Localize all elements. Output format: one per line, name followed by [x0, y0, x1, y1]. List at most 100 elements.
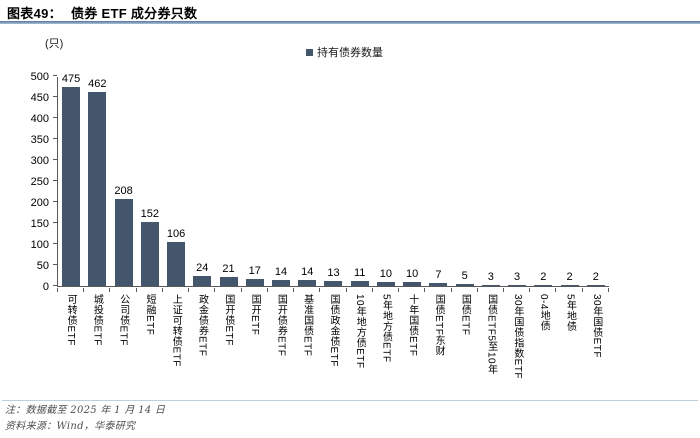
bar-column: 106 [163, 77, 189, 286]
bar [324, 280, 343, 286]
x-tick-mark [583, 288, 609, 292]
bar-value-label: 462 [88, 78, 107, 90]
y-tick-label: 400 [30, 113, 49, 125]
bar-column: 475 [58, 73, 84, 286]
x-tick-mark [268, 288, 295, 292]
x-tick-mark [425, 288, 452, 292]
bar-value-label: 2 [540, 271, 547, 284]
bar [167, 241, 186, 286]
figure-number: 图表49： [7, 6, 62, 21]
x-tick-mark [452, 288, 478, 292]
bar [193, 275, 212, 286]
bar [586, 285, 605, 286]
bar-value-label: 2 [566, 271, 573, 284]
bar-value-label: 3 [487, 270, 494, 283]
bar [534, 285, 553, 286]
bar-column: 2 [530, 77, 556, 286]
x-tick-mark [137, 288, 163, 292]
y-tick-mark [53, 75, 57, 76]
bars-row: 475 462 208 152 106 24 21 17 14 14 13 11 10 10 7 5 3 3 2 2 2 [58, 73, 609, 286]
bar-column: 24 [189, 77, 215, 286]
y-tick-label: 50 [36, 260, 49, 272]
bar-column: 17 [242, 77, 268, 286]
y-axis-labels: 0 50 100 150 200 250 300 350 400 450 500 [0, 71, 49, 293]
y-tick-mark [53, 243, 57, 244]
bar [350, 281, 369, 286]
x-category-label: 十年国债ETF [406, 294, 418, 357]
x-category-label: 10年地方债ETF [354, 294, 366, 369]
bar [298, 280, 317, 286]
figure-title-text: 债券 ETF 成分券只数 [70, 6, 198, 21]
bar-value-label: 10 [379, 267, 393, 280]
bar [88, 92, 107, 286]
bar-value-label: 7 [435, 269, 442, 282]
bar-value-label: 106 [166, 227, 186, 240]
y-tick-label: 250 [30, 176, 49, 188]
x-category-label: 国债ETF东财 [433, 294, 445, 357]
x-tick-mark [556, 288, 583, 292]
y-tick-label: 500 [30, 71, 49, 83]
bar-column: 11 [347, 77, 373, 286]
x-tick-mark [373, 288, 400, 292]
bar-column: 2 [583, 77, 609, 286]
x-category-label: 可转债ETF [65, 294, 77, 346]
y-tick-label: 450 [30, 92, 49, 104]
x-category-label: 国开债券ETF [275, 294, 287, 357]
y-tick-label: 300 [30, 155, 49, 167]
x-tick-mark [294, 288, 321, 292]
y-tick-mark [53, 138, 57, 139]
chart-legend: 持有债券数量 [306, 44, 383, 60]
bar-value-label: 11 [353, 267, 366, 280]
bar-column: 10 [399, 77, 425, 286]
bar-value-label: 2 [592, 271, 599, 284]
x-category-label: 30年国债指数ETF [511, 294, 523, 380]
bar-value-label: 14 [301, 266, 314, 279]
y-tick-mark [53, 96, 57, 97]
legend-square-icon [306, 48, 313, 56]
y-tick-label: 100 [30, 239, 49, 251]
y-tick-mark [53, 222, 57, 223]
x-tick-mark [189, 288, 216, 292]
bar-value-label: 24 [196, 261, 209, 274]
bar [560, 285, 579, 286]
x-tick-mark [242, 288, 268, 292]
y-axis-unit-label: (只) [45, 38, 64, 50]
x-category-label: 30年国债ETF [590, 294, 602, 359]
bar [219, 277, 238, 286]
x-category-label: 公司债ETF [117, 294, 129, 346]
x-tick-mark [320, 288, 347, 292]
bar [508, 284, 527, 286]
bar [114, 198, 133, 286]
bar-column: 208 [110, 77, 136, 286]
x-axis-labels: 可转债ETF 城投债ETF 公司债ETF 短融ETF 上证可转债ETF 政金债券ETF 国开… [57, 294, 609, 398]
bar-column: 14 [268, 77, 294, 286]
note-divider [2, 400, 698, 401]
bar-column: 3 [478, 77, 504, 286]
bar-column: 2 [556, 77, 582, 286]
y-tick-label: 200 [30, 197, 49, 209]
bar [140, 222, 159, 286]
x-tick-mark [504, 288, 531, 292]
x-category-label: 城投债ETF [91, 294, 103, 346]
bar [62, 86, 81, 286]
bar-value-label: 13 [327, 266, 340, 279]
x-tick-mark [215, 288, 242, 292]
bar-value-label: 10 [406, 267, 419, 280]
x-category-label: 基准国债ETF [301, 294, 313, 357]
x-category-label: 5年地债 [564, 294, 576, 332]
note-data-source: 资料来源：Wind，华泰研究 [5, 421, 136, 432]
bar-column: 5 [452, 77, 478, 286]
bar-column: 10 [373, 77, 399, 286]
source-notes: 注：数据截至 2025 年 1 月 14 日 资料来源：Wind，华泰研究 [5, 403, 165, 435]
bar-value-label: 17 [248, 264, 261, 277]
bar-column: 14 [294, 77, 320, 286]
x-category-label: 国债政金债ETF [327, 294, 339, 367]
y-tick-label: 150 [30, 218, 49, 230]
y-tick-mark [53, 201, 57, 202]
x-tick-mark [478, 288, 504, 292]
y-tick-mark [53, 117, 57, 118]
bar-column: 152 [137, 77, 163, 286]
y-tick-mark [53, 159, 57, 160]
bar [245, 278, 264, 286]
